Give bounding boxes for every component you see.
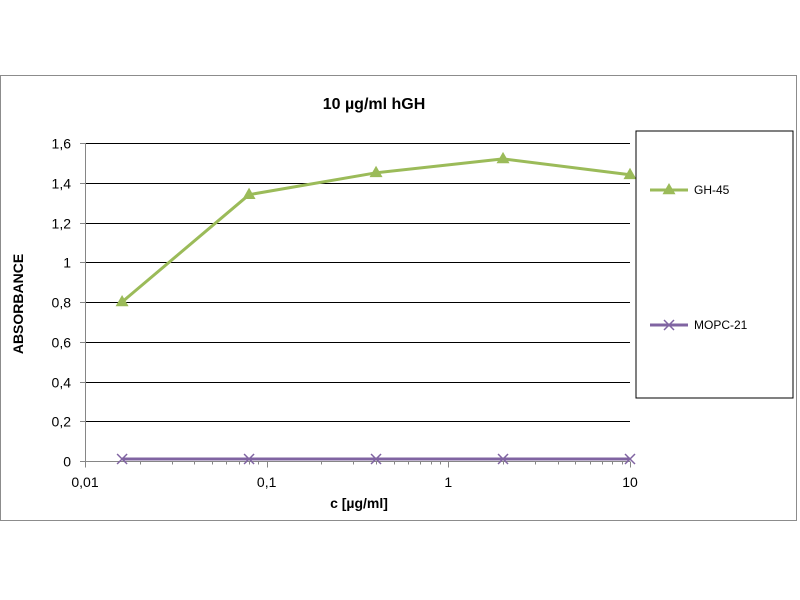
data-point-gh-45 [115, 294, 129, 307]
data-point-mopc-21 [116, 453, 128, 465]
y-tick-label: 1 [63, 255, 71, 271]
data-point-gh-45 [496, 151, 510, 164]
legend: GH-45 MOPC-21 [635, 130, 794, 399]
data-point-mopc-21 [497, 453, 509, 465]
x-tick-label: 0,01 [71, 474, 98, 490]
legend-box [635, 130, 794, 399]
y-tick-label: 1,4 [52, 176, 72, 192]
tick-labels: 0 0,2 0,4 0,6 0,8 1 1,2 1,4 1,6 0,01 0,1 1 10 [52, 136, 638, 491]
series-mopc-21 [116, 453, 636, 465]
x-tick-label: 1 [444, 474, 452, 490]
axes [80, 143, 631, 468]
legend-marker [662, 182, 676, 195]
data-point-mopc-21 [243, 453, 255, 465]
legend-marker [663, 319, 675, 331]
gridlines [85, 143, 630, 422]
series-gh-45 [115, 151, 637, 307]
chart-title: 10 µg/ml hGH [323, 96, 426, 113]
series-layer [115, 151, 637, 465]
legend-label: MOPC-21 [694, 318, 748, 332]
series-line-gh-45 [121, 157, 631, 304]
y-tick-label: 0,4 [52, 375, 72, 391]
y-tick-label: 1,6 [52, 136, 72, 152]
y-tick-label: 1,2 [52, 216, 72, 232]
data-point-mopc-21 [370, 453, 382, 465]
y-tick-label: 0,8 [52, 295, 72, 311]
y-tick-label: 0 [63, 454, 71, 470]
legend-items: GH-45 MOPC-21 [650, 182, 748, 332]
data-point-gh-45 [242, 187, 256, 199]
data-point-mopc-21 [624, 453, 636, 465]
y-axis-label: ABSORBANCE [10, 254, 26, 354]
legend-item-mopc-21: MOPC-21 [650, 318, 748, 332]
data-point-gh-45 [369, 165, 383, 178]
data-point-gh-45 [623, 167, 637, 180]
y-tick-label: 0,2 [52, 414, 72, 430]
legend-label: GH-45 [694, 183, 730, 197]
legend-item-gh-45: GH-45 [650, 182, 730, 197]
y-tick-label: 0,6 [52, 335, 72, 351]
x-tick-label: 10 [622, 474, 638, 490]
x-axis-label: c [µg/ml] [330, 495, 388, 511]
x-tick-label: 0,1 [257, 474, 277, 490]
